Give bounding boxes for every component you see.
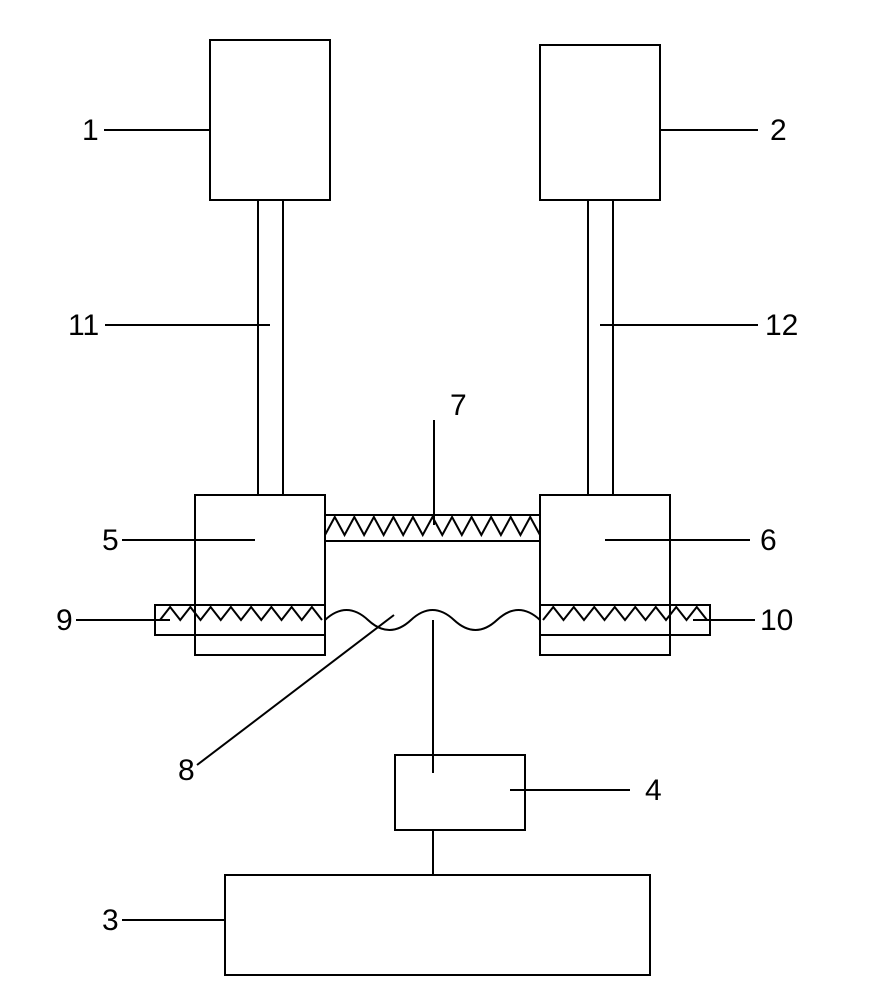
label-12: 12 — [600, 309, 798, 342]
zig-10 — [543, 607, 707, 620]
label-8: 8 — [178, 615, 394, 787]
box-1 — [210, 40, 330, 200]
label-3-text: 3 — [102, 904, 119, 937]
label-10: 10 — [693, 604, 793, 637]
box-6 — [540, 495, 670, 655]
label-7: 7 — [434, 389, 467, 525]
label-6: 6 — [605, 524, 777, 557]
box-4 — [395, 755, 525, 830]
label-11: 11 — [68, 309, 270, 342]
label-4-text: 4 — [645, 774, 662, 807]
label-1-text: 1 — [82, 114, 99, 147]
label-5: 5 — [102, 524, 255, 557]
label-5-text: 5 — [102, 524, 119, 557]
label-2: 2 — [660, 114, 787, 147]
label-12-text: 12 — [765, 309, 798, 342]
label-3: 3 — [102, 904, 225, 937]
label-7-text: 7 — [450, 389, 467, 422]
box-2 — [540, 45, 660, 200]
zig-9 — [160, 607, 322, 620]
label-4: 4 — [510, 774, 662, 807]
label-1: 1 — [82, 114, 210, 147]
zig-7 — [325, 517, 540, 535]
label-10-text: 10 — [760, 604, 793, 637]
label-8-text: 8 — [178, 754, 195, 787]
label-9-text: 9 — [56, 604, 73, 637]
label-11-text: 11 — [68, 309, 99, 342]
box-3 — [225, 875, 650, 975]
label-9: 9 — [56, 604, 170, 637]
label-2-text: 2 — [770, 114, 787, 147]
label-6-text: 6 — [760, 524, 777, 557]
box-5 — [195, 495, 325, 655]
